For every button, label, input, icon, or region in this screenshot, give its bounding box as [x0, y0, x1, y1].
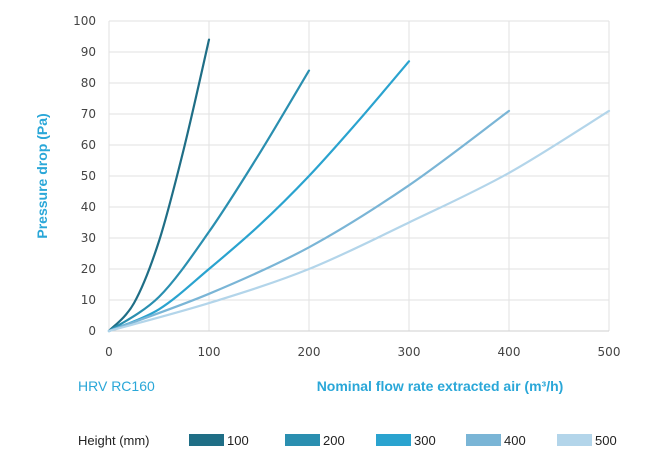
legend-swatch-300 — [376, 434, 411, 446]
x-tick-label: 500 — [598, 345, 621, 359]
y-tick-label: 80 — [81, 76, 96, 90]
x-tick-label: 0 — [105, 345, 113, 359]
x-tick-label: 100 — [198, 345, 221, 359]
legend-title: Height (mm) — [78, 433, 150, 448]
series-line-300 — [107, 60, 411, 333]
legend-label-500: 500 — [595, 433, 617, 448]
legend-swatch-100 — [189, 434, 224, 446]
series-line-400 — [107, 109, 511, 333]
legend-swatch-500 — [557, 434, 592, 446]
x-tick-labels: 0 100 200 300 400 500 — [105, 345, 620, 359]
y-tick-label: 30 — [81, 231, 96, 245]
y-tick-label: 90 — [81, 45, 96, 59]
grid-lines — [108, 20, 610, 332]
y-tick-label: 40 — [81, 200, 96, 214]
y-tick-label: 20 — [81, 262, 96, 276]
y-axis-label: Pressure drop (Pa) — [34, 113, 50, 238]
x-tick-label: 400 — [498, 345, 521, 359]
y-tick-label: 100 — [73, 14, 96, 28]
y-tick-label: 10 — [81, 293, 96, 307]
y-tick-label: 60 — [81, 138, 96, 152]
y-tick-labels: 0 10 20 30 40 50 60 70 80 90 100 — [73, 14, 96, 338]
series-line-500 — [107, 109, 611, 333]
legend-swatch-200 — [285, 434, 320, 446]
legend-label-400: 400 — [504, 433, 526, 448]
x-tick-label: 200 — [298, 345, 321, 359]
y-tick-label: 50 — [81, 169, 96, 183]
legend-swatch-400 — [466, 434, 501, 446]
legend-label-300: 300 — [414, 433, 436, 448]
series-line-200 — [107, 69, 311, 333]
legend-label-100: 100 — [227, 433, 249, 448]
series-line-100 — [107, 38, 211, 333]
x-tick-label: 300 — [398, 345, 421, 359]
chart-subtitle: HRV RC160 — [78, 378, 155, 394]
legend: 100 200 300 400 500 — [189, 433, 617, 448]
legend-label-200: 200 — [323, 433, 345, 448]
y-tick-label: 70 — [81, 107, 96, 121]
series-lines — [107, 38, 611, 333]
x-axis-label: Nominal flow rate extracted air (m³/h) — [317, 378, 564, 394]
y-tick-label: 0 — [88, 324, 96, 338]
